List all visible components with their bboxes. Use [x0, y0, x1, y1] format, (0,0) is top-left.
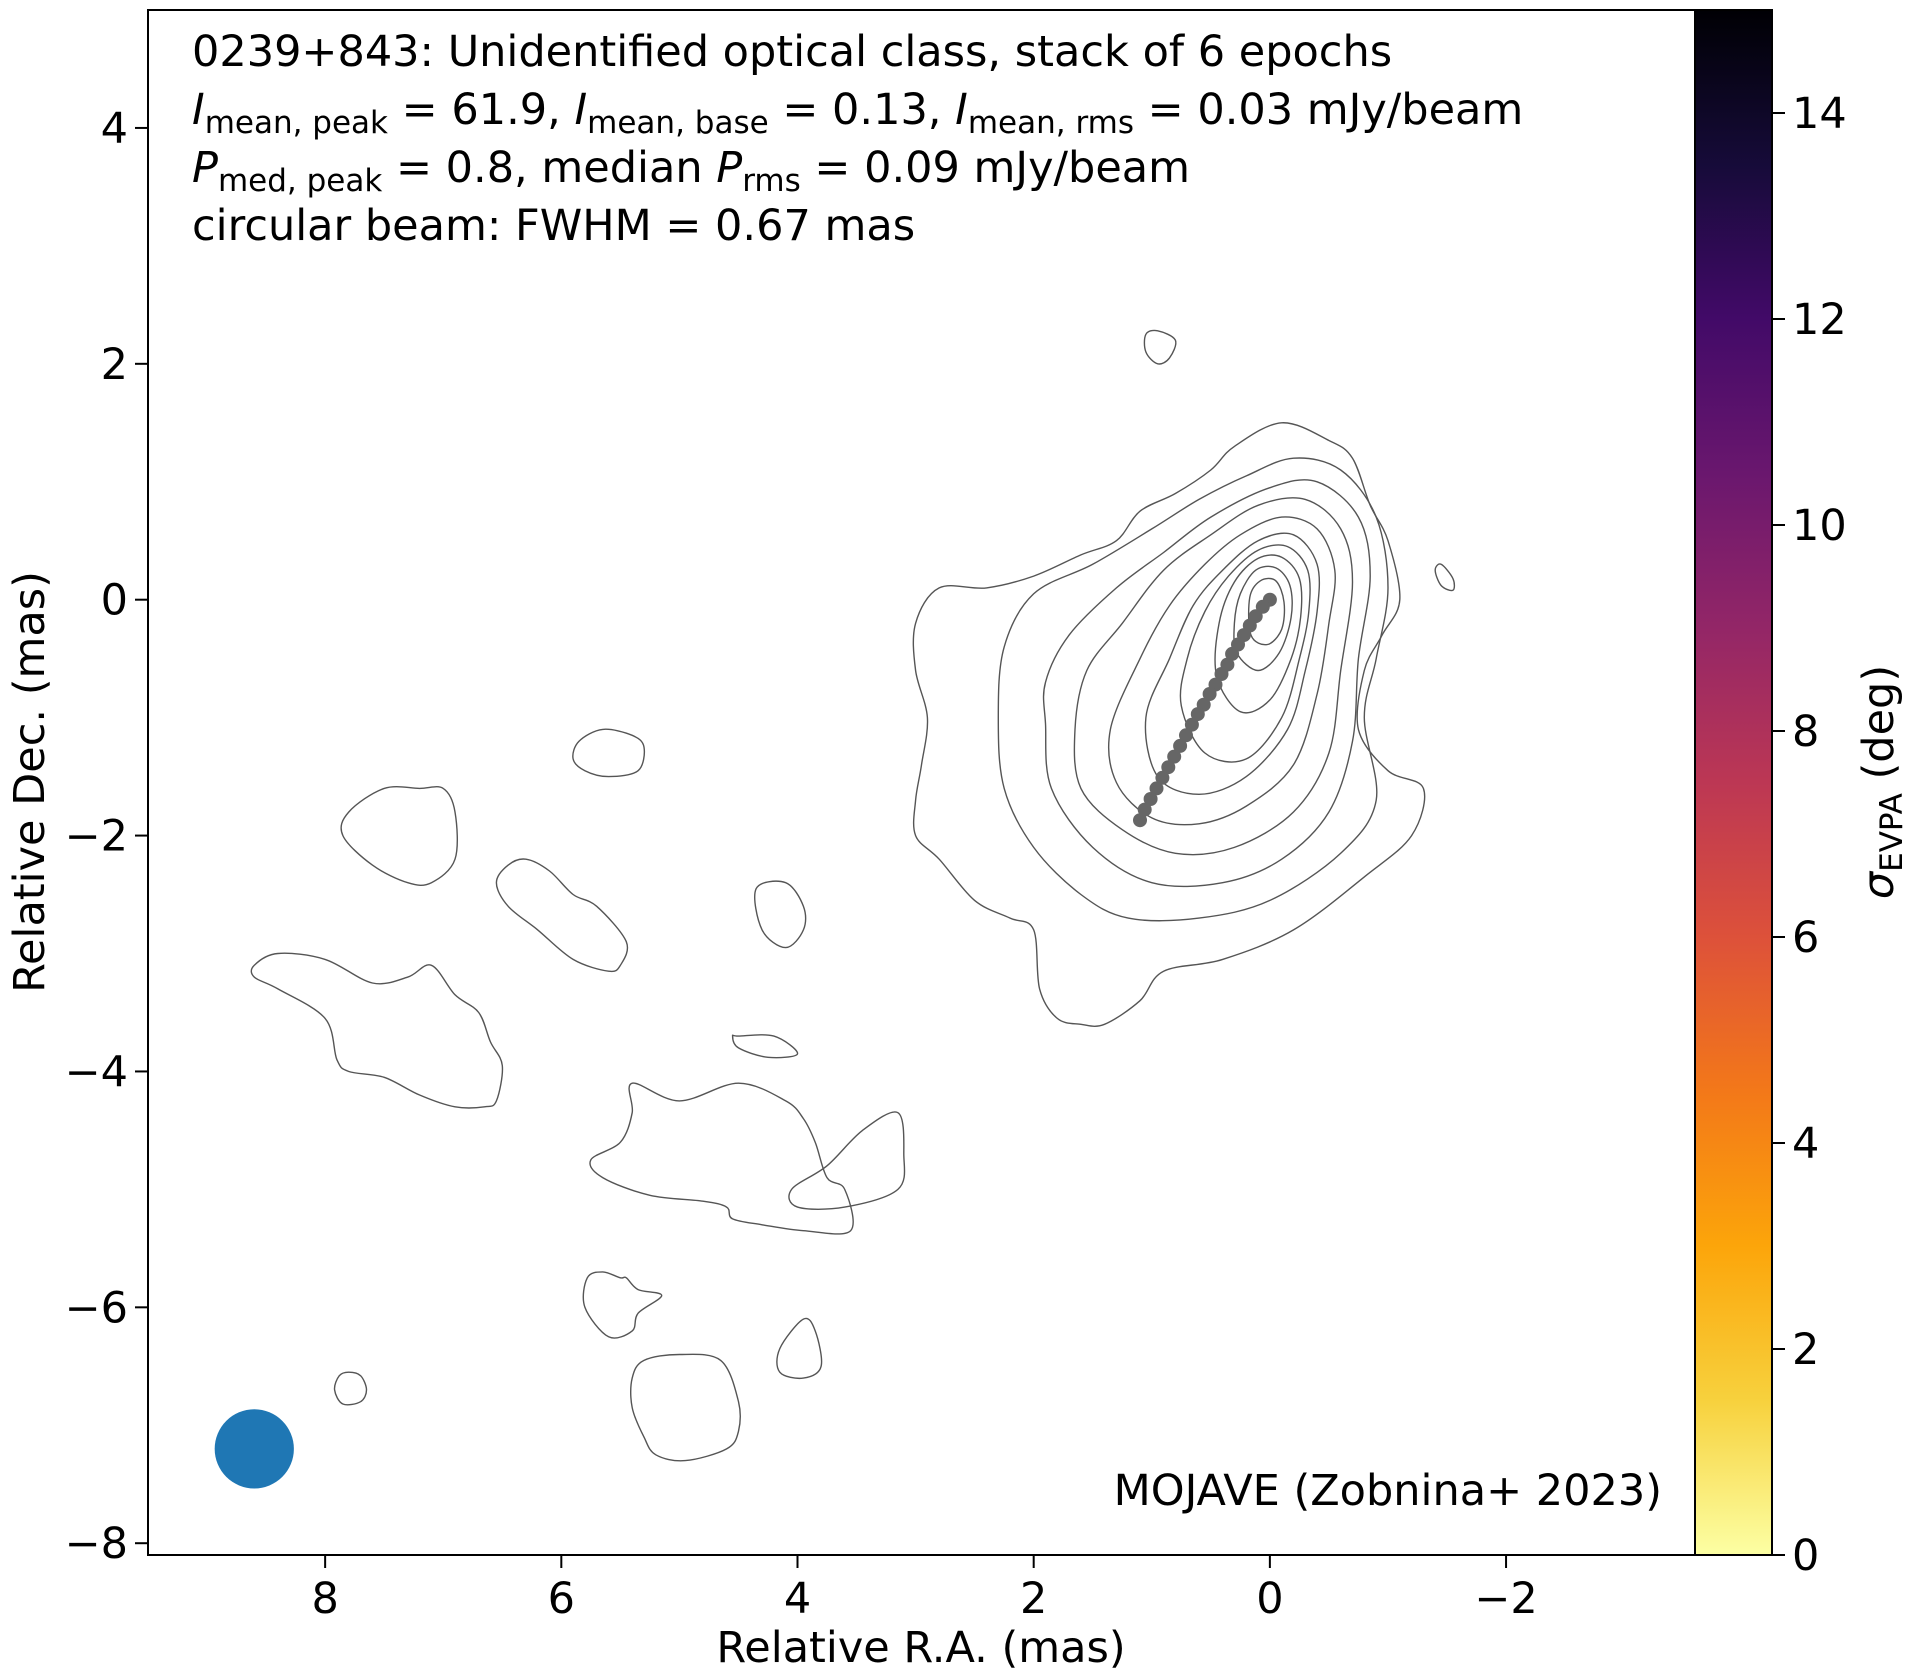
colorbar-ticks: 0 2 4 6 8 10 12 14 [1772, 89, 1847, 1581]
x-tick-label: −2 [1474, 1574, 1537, 1624]
y-tick-label: 4 [101, 104, 128, 154]
y-axis: 4 2 0 −2 −4 −6 −8 [65, 104, 148, 1569]
ridgeline-layer [1133, 592, 1277, 828]
ridgeline-point-21 [1143, 792, 1158, 806]
annotation-line-3: Pmed, peak = 0.8, median Prms = 0.09 mJy… [192, 143, 1190, 199]
contour-4 [1073, 497, 1354, 856]
beam-ellipse [214, 1409, 294, 1489]
contour-11 [1143, 329, 1177, 365]
plot-area [147, 9, 1696, 1556]
y-tick-label: 2 [101, 340, 128, 390]
annotation-line-1: 0239+843: Unidentified optical class, st… [192, 27, 1392, 77]
y-tick-label: −2 [65, 812, 128, 862]
contour-22 [776, 1317, 823, 1380]
ridgeline-point-22 [1137, 802, 1152, 817]
contour-23 [630, 1353, 741, 1462]
y-axis-label: Relative Dec. (mas) [5, 571, 55, 993]
contour-9 [1233, 565, 1293, 672]
ridgeline-point-23 [1133, 813, 1147, 828]
contour-5 [1108, 516, 1336, 826]
contour-6 [1144, 532, 1321, 796]
contour-20 [788, 1111, 906, 1210]
colorbar-tick-label: 4 [1792, 1119, 1819, 1169]
x-tick-label: 8 [311, 1574, 338, 1624]
ridgeline-point-7 [1225, 646, 1240, 661]
annotation-line-4: circular beam: FWHM = 0.67 mas [192, 201, 915, 251]
contour-16 [754, 880, 807, 949]
contour-7 [1179, 544, 1311, 763]
x-tick-label: 4 [784, 1574, 811, 1624]
contour-24 [333, 1371, 368, 1406]
contour-1 [912, 422, 1426, 1027]
x-tick-label: 2 [1020, 1574, 1047, 1624]
ridgeline-point-19 [1155, 770, 1170, 785]
y-tick-label: 0 [101, 576, 128, 626]
contour-14 [340, 785, 458, 887]
contour-12 [1434, 563, 1456, 592]
y-tick-label: −8 [65, 1519, 128, 1569]
colorbar-tick-label: 14 [1792, 89, 1847, 139]
ridgeline-point-20 [1149, 781, 1164, 796]
colorbar: 0 2 4 6 8 10 12 14 σEVPA (deg) [1694, 9, 1905, 1581]
ridgeline-point-11 [1202, 687, 1217, 701]
ridgeline-point-16 [1173, 738, 1188, 753]
y-tick-label: −4 [65, 1047, 128, 1097]
colorbar-gradient [1694, 9, 1773, 1556]
annotation-text: 0239+843: Unidentified optical class, st… [192, 27, 1662, 1516]
contour-layer [250, 329, 1456, 1462]
contour-21 [582, 1271, 663, 1339]
x-tick-label: 6 [548, 1574, 575, 1624]
contour-19 [589, 1082, 854, 1235]
ridgeline-point-9 [1214, 667, 1229, 681]
contour-10 [1247, 577, 1286, 646]
contour-18 [731, 1034, 799, 1059]
credit-label: MOJAVE (Zobnina+ 2023) [1114, 1466, 1662, 1516]
colorbar-tick-label: 8 [1792, 707, 1819, 757]
ridgeline-point-13 [1190, 707, 1205, 722]
contour-13 [572, 728, 646, 778]
contour-3 [1042, 479, 1371, 888]
colorbar-label: σEVPA (deg) [1854, 665, 1905, 899]
ridgeline-point-14 [1184, 717, 1199, 732]
colorbar-tick-label: 0 [1792, 1531, 1819, 1581]
plot-background [148, 10, 1695, 1555]
colorbar-tick-label: 10 [1792, 501, 1847, 551]
y-tick-label: −6 [65, 1283, 128, 1333]
ridgeline-point-18 [1161, 760, 1176, 775]
ridgeline-point-17 [1167, 749, 1182, 764]
x-axis: 8 6 4 2 0 −2 [311, 1555, 1538, 1624]
x-tick-label: 0 [1256, 1574, 1283, 1624]
contour-8 [1214, 554, 1303, 714]
contour-2 [997, 457, 1389, 922]
ridgeline-point-15 [1179, 728, 1193, 743]
contour-15 [495, 858, 629, 973]
colorbar-tick-label: 12 [1792, 295, 1847, 345]
annotation-line-2: Imean, peak = 61.9, Imean, base = 0.13, … [192, 85, 1523, 141]
x-axis-label: Relative R.A. (mas) [716, 1623, 1125, 1673]
contour-17 [250, 952, 504, 1109]
colorbar-tick-label: 6 [1792, 913, 1819, 963]
colorbar-tick-label: 2 [1792, 1325, 1819, 1375]
